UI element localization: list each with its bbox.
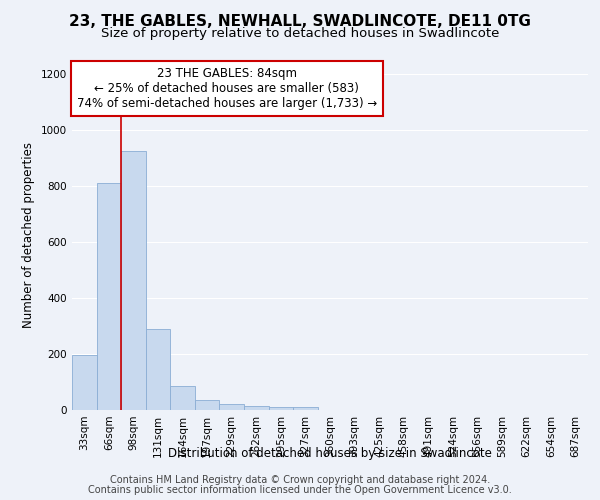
Text: Size of property relative to detached houses in Swadlincote: Size of property relative to detached ho… bbox=[101, 28, 499, 40]
Bar bbox=[121, 151, 146, 410]
Text: 23 THE GABLES: 84sqm
← 25% of detached houses are smaller (583)
74% of semi-deta: 23 THE GABLES: 84sqm ← 25% of detached h… bbox=[77, 67, 377, 110]
Bar bbox=[244, 406, 269, 410]
Text: Contains public sector information licensed under the Open Government Licence v3: Contains public sector information licen… bbox=[88, 485, 512, 495]
Text: Distribution of detached houses by size in Swadlincote: Distribution of detached houses by size … bbox=[168, 448, 492, 460]
Bar bbox=[220, 404, 244, 410]
Bar bbox=[170, 386, 195, 410]
Bar bbox=[72, 356, 97, 410]
Bar bbox=[293, 407, 318, 410]
Bar bbox=[269, 406, 293, 410]
Y-axis label: Number of detached properties: Number of detached properties bbox=[22, 142, 35, 328]
Text: Contains HM Land Registry data © Crown copyright and database right 2024.: Contains HM Land Registry data © Crown c… bbox=[110, 475, 490, 485]
Bar bbox=[195, 400, 220, 410]
Text: 23, THE GABLES, NEWHALL, SWADLINCOTE, DE11 0TG: 23, THE GABLES, NEWHALL, SWADLINCOTE, DE… bbox=[69, 14, 531, 29]
Bar bbox=[146, 329, 170, 410]
Bar bbox=[97, 183, 121, 410]
